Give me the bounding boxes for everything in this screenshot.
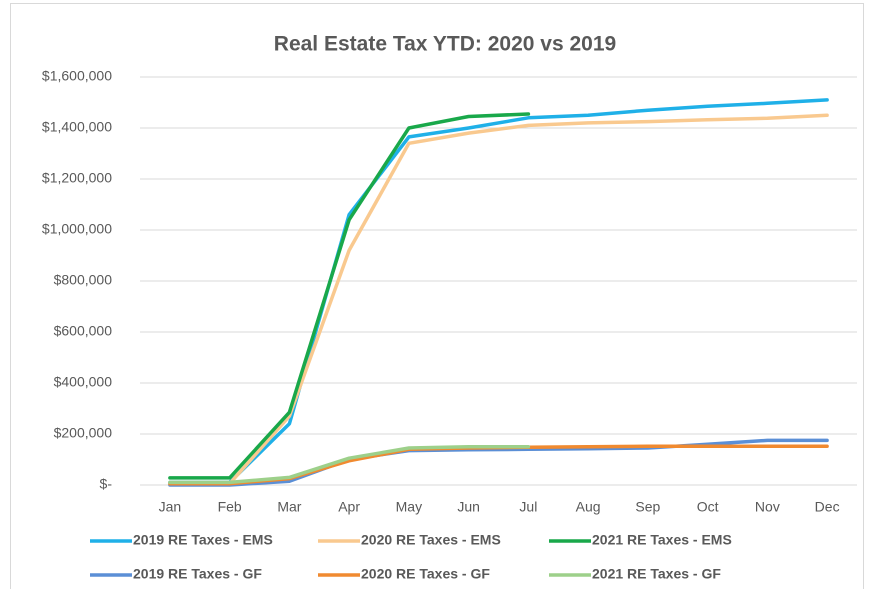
y-tick-label: $1,600,000	[42, 68, 112, 84]
x-tick-label: Jun	[457, 499, 480, 515]
x-tick-label: Nov	[755, 499, 780, 515]
x-tick-label: Apr	[338, 499, 360, 515]
series-line	[168, 113, 829, 486]
legend-label: 2021 RE Taxes - GF	[592, 566, 721, 582]
chart-frame	[10, 3, 864, 589]
x-tick-label: Jan	[159, 499, 182, 515]
x-tick-label: Jul	[519, 499, 537, 515]
legend-label: 2021 RE Taxes - EMS	[592, 532, 732, 548]
series-line	[168, 445, 531, 485]
y-tick-label: $800,000	[54, 272, 113, 288]
x-tick-label: Dec	[815, 499, 840, 515]
y-tick-label: $200,000	[54, 425, 113, 441]
x-tick-label: Mar	[277, 499, 301, 515]
x-tick-label: May	[396, 499, 422, 515]
x-tick-label: Sep	[635, 499, 660, 515]
series-line	[168, 438, 829, 487]
series-line	[168, 98, 829, 485]
chart-title: Real Estate Tax YTD: 2020 vs 2019	[274, 33, 616, 56]
y-tick-label: $600,000	[54, 323, 113, 339]
x-tick-label: Oct	[697, 499, 719, 515]
y-tick-label: $1,000,000	[42, 221, 112, 237]
series-line	[168, 112, 531, 480]
legend-label: 2020 RE Taxes - GF	[361, 566, 490, 582]
y-tick-label: $-	[100, 476, 113, 492]
legend-label: 2019 RE Taxes - EMS	[133, 532, 273, 548]
legend-label: 2019 RE Taxes - GF	[133, 566, 262, 582]
x-tick-label: Feb	[218, 499, 242, 515]
y-tick-label: $1,400,000	[42, 119, 112, 135]
legend-label: 2020 RE Taxes - EMS	[361, 532, 501, 548]
x-tick-label: Aug	[576, 499, 601, 515]
y-tick-label: $400,000	[54, 374, 113, 390]
y-tick-label: $1,200,000	[42, 170, 112, 186]
